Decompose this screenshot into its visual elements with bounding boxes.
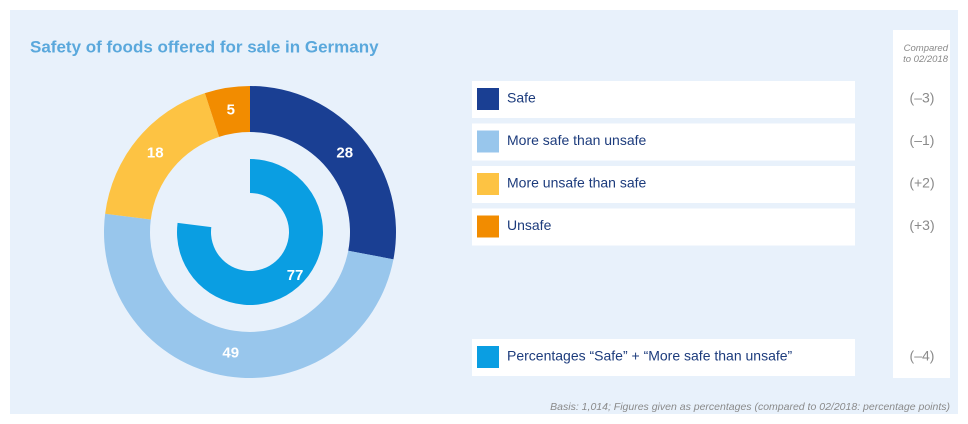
legend-label: Percentages “Safe” + “More safe than uns… — [507, 348, 793, 364]
comparison-value: (–3) — [910, 90, 935, 106]
legend-row — [472, 123, 855, 161]
legend-swatch — [477, 130, 499, 153]
legend-row — [472, 339, 855, 376]
data-label: 5 — [227, 101, 235, 118]
donut-segment — [103, 213, 394, 378]
comparison-header: Compared to 02/2018 — [903, 43, 949, 65]
legend-swatch — [477, 173, 499, 195]
legend-label: More unsafe than safe — [507, 175, 647, 191]
legend-row — [472, 208, 855, 246]
donut-segment — [250, 86, 396, 260]
donut-segment — [204, 86, 250, 137]
data-label: 28 — [336, 145, 353, 162]
comparison-value: (–4) — [910, 348, 935, 364]
donut-segment — [105, 93, 220, 220]
data-label: 18 — [147, 145, 164, 162]
comparison-value: (+2) — [909, 175, 934, 191]
chart-title: Safety of foods offered for sale in Germ… — [30, 37, 379, 56]
inner-segment — [177, 159, 323, 305]
legend-label: Unsafe — [507, 217, 552, 233]
data-label: 77 — [287, 267, 304, 284]
legend-swatch — [477, 346, 499, 368]
comparison-value: (+3) — [909, 217, 934, 233]
legend-swatch — [477, 88, 499, 110]
legend-label: Safe — [507, 90, 536, 106]
legend-label: More safe than unsafe — [507, 132, 647, 148]
legend-row — [472, 166, 855, 203]
data-label: 49 — [222, 344, 239, 361]
comparison-value: (–1) — [910, 132, 935, 148]
legend-row — [472, 81, 855, 118]
legend-swatch — [477, 215, 499, 238]
comparison-column — [893, 30, 950, 378]
footnote: Basis: 1,014; Figures given as percentag… — [550, 401, 950, 413]
